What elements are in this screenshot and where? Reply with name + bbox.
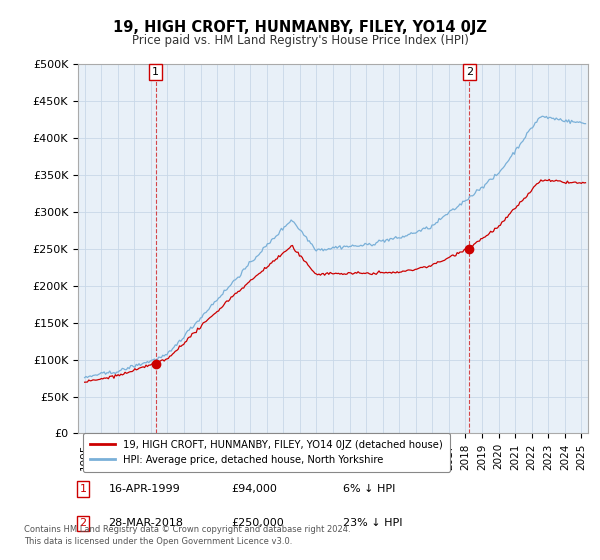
Text: £250,000: £250,000 [231,519,284,529]
Text: Price paid vs. HM Land Registry's House Price Index (HPI): Price paid vs. HM Land Registry's House … [131,34,469,46]
Text: 1: 1 [152,67,159,77]
Legend: 19, HIGH CROFT, HUNMANBY, FILEY, YO14 0JZ (detached house), HPI: Average price, : 19, HIGH CROFT, HUNMANBY, FILEY, YO14 0J… [83,433,450,472]
Text: 2: 2 [466,67,473,77]
Text: 1: 1 [80,484,86,494]
Text: 6% ↓ HPI: 6% ↓ HPI [343,484,395,494]
Text: Contains HM Land Registry data © Crown copyright and database right 2024.
This d: Contains HM Land Registry data © Crown c… [24,525,350,546]
Text: 19, HIGH CROFT, HUNMANBY, FILEY, YO14 0JZ: 19, HIGH CROFT, HUNMANBY, FILEY, YO14 0J… [113,20,487,35]
Text: 28-MAR-2018: 28-MAR-2018 [109,519,184,529]
Text: 23% ↓ HPI: 23% ↓ HPI [343,519,403,529]
Text: £94,000: £94,000 [231,484,277,494]
Text: 2: 2 [80,519,86,529]
Text: 16-APR-1999: 16-APR-1999 [109,484,181,494]
